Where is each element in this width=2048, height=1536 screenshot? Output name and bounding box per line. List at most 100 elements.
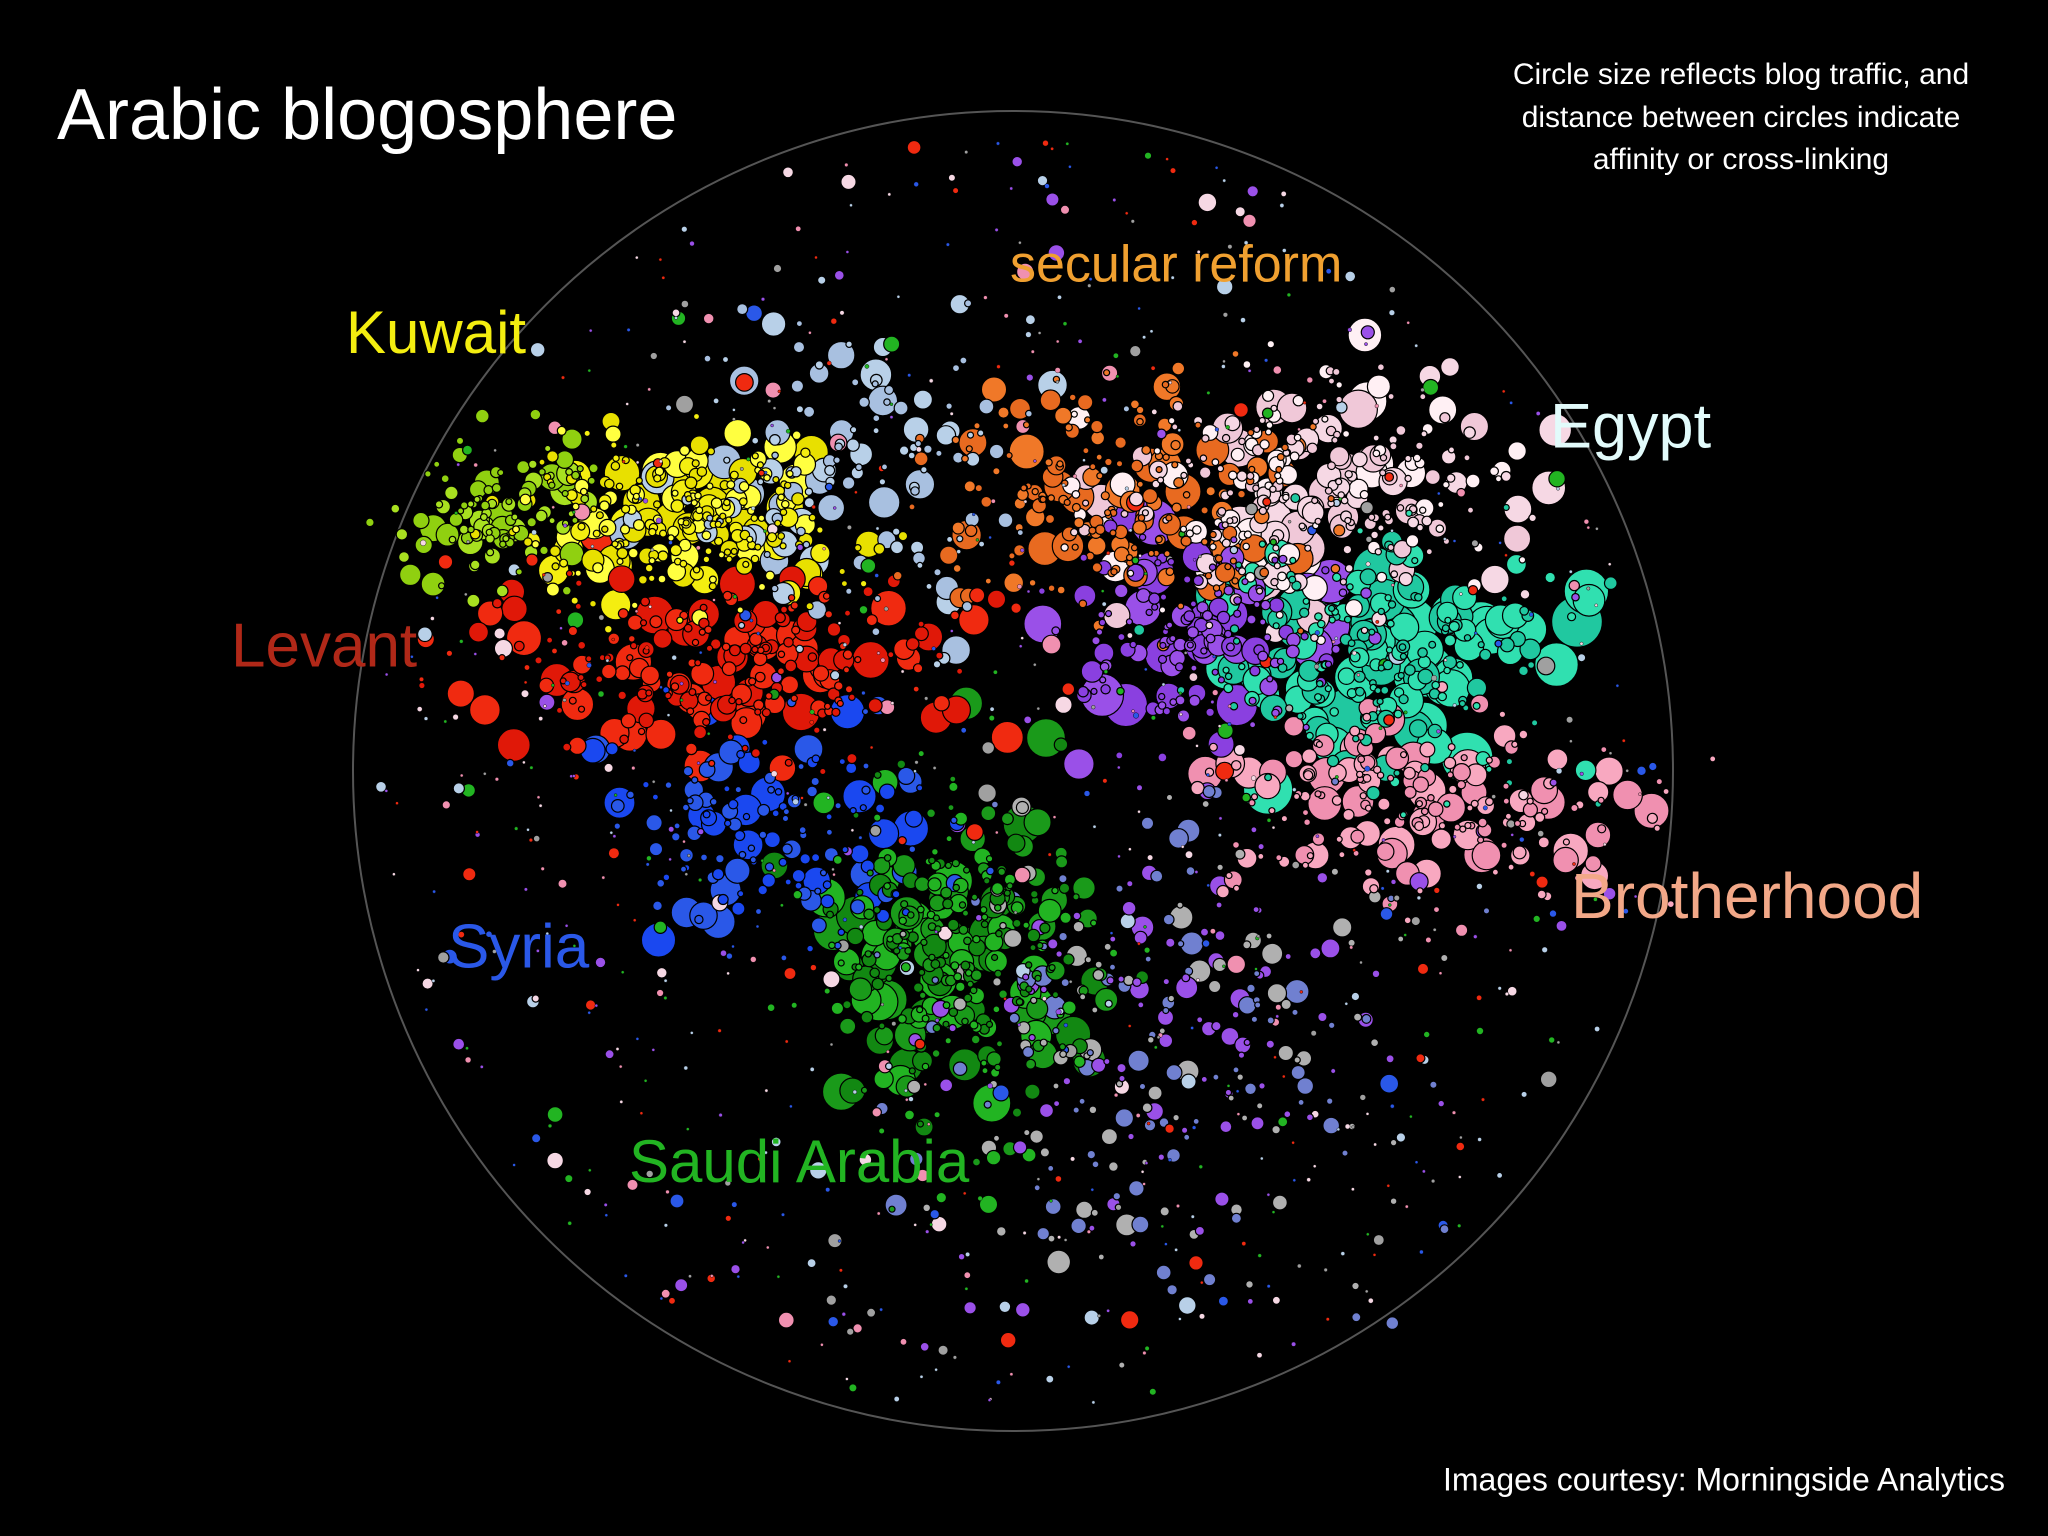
node xyxy=(1377,524,1385,532)
node xyxy=(1051,626,1061,636)
node xyxy=(1417,655,1432,669)
node xyxy=(1172,1113,1180,1122)
node xyxy=(1446,771,1454,779)
node xyxy=(880,657,886,663)
node xyxy=(1102,369,1111,377)
node xyxy=(1030,349,1035,354)
node xyxy=(440,474,450,484)
node xyxy=(1126,880,1134,888)
node xyxy=(1063,1022,1069,1028)
node xyxy=(1183,651,1188,655)
node xyxy=(784,1039,789,1044)
node xyxy=(1117,854,1121,859)
node xyxy=(466,593,481,608)
node xyxy=(1130,459,1144,473)
node xyxy=(1404,454,1412,463)
node xyxy=(679,865,688,873)
node xyxy=(1384,594,1392,602)
node xyxy=(712,598,716,602)
node xyxy=(1126,569,1135,577)
node xyxy=(1041,634,1062,655)
node xyxy=(651,793,660,801)
node xyxy=(747,844,756,852)
node xyxy=(1194,1225,1206,1237)
node xyxy=(1072,893,1080,901)
node xyxy=(1421,515,1433,527)
node xyxy=(860,1010,874,1024)
node xyxy=(1530,719,1539,727)
node xyxy=(706,514,714,522)
node xyxy=(1008,433,1045,470)
node xyxy=(760,859,764,863)
node xyxy=(772,868,777,873)
node xyxy=(551,562,560,571)
node xyxy=(1142,1182,1146,1186)
node xyxy=(848,1383,858,1393)
node xyxy=(1282,248,1287,253)
node xyxy=(1422,1030,1431,1039)
node xyxy=(494,777,499,782)
node xyxy=(844,162,849,167)
node xyxy=(1361,1013,1372,1024)
node xyxy=(1177,602,1185,610)
node xyxy=(1340,1251,1346,1256)
node xyxy=(1225,425,1230,430)
node xyxy=(732,417,736,422)
node xyxy=(1266,339,1276,349)
node xyxy=(952,883,961,892)
node xyxy=(897,766,916,786)
node xyxy=(1099,661,1110,672)
node xyxy=(809,1067,815,1072)
node xyxy=(1094,960,1103,969)
node xyxy=(1222,359,1226,364)
node xyxy=(635,460,640,465)
node xyxy=(1299,990,1304,994)
node xyxy=(1230,760,1242,771)
node xyxy=(1050,146,1054,151)
node xyxy=(972,512,976,517)
node xyxy=(395,801,399,805)
node xyxy=(1416,962,1430,976)
node xyxy=(1292,787,1297,792)
node xyxy=(1214,930,1226,942)
node xyxy=(1225,642,1235,652)
node xyxy=(1555,767,1563,775)
node xyxy=(392,872,396,876)
node xyxy=(1131,709,1135,713)
node xyxy=(1393,769,1401,777)
node xyxy=(730,547,738,556)
node xyxy=(731,1201,738,1208)
node xyxy=(454,511,458,515)
node xyxy=(1131,1215,1150,1234)
node xyxy=(893,1396,900,1402)
node xyxy=(1595,527,1599,531)
node xyxy=(1133,623,1146,636)
node xyxy=(696,466,708,477)
node xyxy=(876,1211,881,1216)
node xyxy=(1214,554,1224,563)
node xyxy=(1083,1309,1100,1326)
node xyxy=(742,560,750,569)
node xyxy=(926,808,936,819)
node xyxy=(702,810,711,819)
node xyxy=(660,1288,671,1299)
node xyxy=(1250,775,1257,781)
node xyxy=(1165,514,1173,522)
node xyxy=(874,1025,895,1046)
node xyxy=(1475,1026,1485,1036)
node xyxy=(648,557,656,565)
node xyxy=(595,675,604,684)
node xyxy=(750,554,760,564)
node xyxy=(1169,634,1177,643)
node xyxy=(750,747,761,758)
node xyxy=(674,316,678,320)
node xyxy=(1344,599,1363,618)
node xyxy=(1586,586,1591,591)
node xyxy=(1214,1191,1230,1207)
node xyxy=(1052,815,1057,819)
node xyxy=(686,707,695,716)
node xyxy=(1177,1296,1197,1315)
node xyxy=(987,1083,993,1089)
node xyxy=(1366,785,1381,801)
node xyxy=(838,757,846,766)
